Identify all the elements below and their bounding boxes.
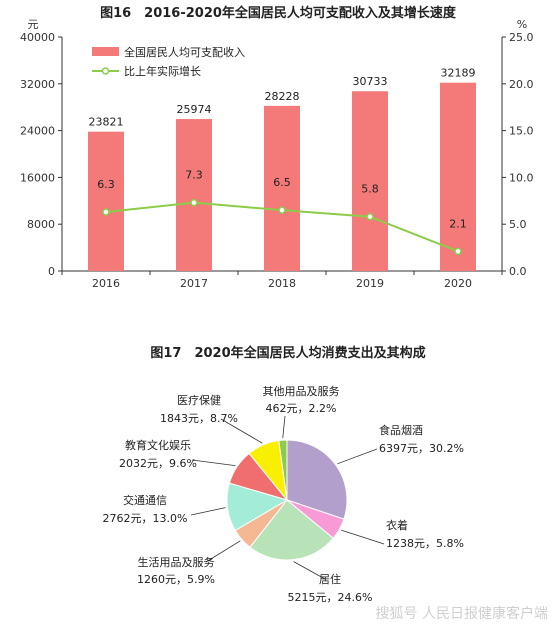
left-tick-label: 40000	[20, 31, 55, 44]
pie-leader-line	[282, 415, 286, 439]
legend-line-label: 比上年实际增长	[124, 64, 201, 78]
legend-line-marker	[101, 67, 110, 75]
pie-slice	[286, 439, 348, 520]
right-tick-label: 5.0	[509, 218, 527, 231]
pie-slice-name: 居住	[319, 572, 341, 586]
pie-slice-name: 交通通信	[123, 493, 167, 507]
pie-leader-line	[205, 540, 241, 563]
income-chart-axes: 0 8000 16000 24000 32000 40000 0.0 5.0 10.0 15.0 2…	[20, 31, 534, 278]
income-bar	[264, 105, 300, 271]
consumption-pie-labels: 食品烟酒 6397元，30.2% 衣着 1238元，5.8% 居住 5215元，24.6%…	[103, 385, 464, 604]
pie-slice-value: 1238元，5.8%	[386, 537, 464, 550]
income-bar-label: 25974	[177, 103, 212, 116]
income-bar	[176, 119, 212, 272]
consumption-chart-title: 图17 2020年全国居民人均消费支出及其构成	[150, 345, 425, 361]
pie-leader-line	[293, 561, 326, 580]
income-bar-label: 28228	[265, 90, 300, 103]
growth-point	[102, 208, 110, 216]
x-tick-label: 2018	[268, 277, 296, 290]
income-bar	[352, 91, 388, 272]
growth-point	[278, 206, 286, 214]
pie-slice-name: 医疗保健	[177, 393, 221, 407]
pie-slice-value: 2762元，13.0%	[103, 512, 188, 525]
left-tick-label: 24000	[20, 125, 55, 138]
right-tick-label: 25.0	[509, 31, 534, 44]
right-tick-label: 15.0	[509, 125, 534, 138]
pie-slice-value: 1260元，5.9%	[137, 573, 215, 586]
growth-point	[190, 198, 198, 207]
pie-slice	[249, 499, 334, 561]
pie-slice-value: 462元，2.2%	[266, 402, 337, 415]
pie-slice-name: 生活用品及服务	[138, 555, 215, 569]
pie-slice-value: 5215元，24.6%	[288, 591, 373, 604]
growth-point-label: 7.3	[185, 169, 203, 182]
pie-slice-value: 6397元，30.2%	[379, 442, 464, 455]
income-chart-title: 图16 2016-2020年全国居民人均可支配收入及其增长速度	[100, 5, 457, 21]
growth-point-label: 5.8	[361, 183, 379, 196]
x-tick-label: 2017	[180, 277, 208, 290]
pie-slice-value: 2032元，9.6%	[119, 457, 197, 470]
left-tick-label: 8000	[27, 218, 55, 231]
right-axis-unit: %	[517, 18, 527, 31]
consumption-chart: 图17 2020年全国居民人均消费支出及其构成 食品烟酒 6397元，30.2% 衣…	[103, 345, 548, 622]
income-bar-label: 23821	[89, 116, 124, 129]
legend-bar-swatch	[92, 47, 119, 56]
income-chart: 图16 2016-2020年全国居民人均可支配收入及其增长速度 元 % 0 800…	[20, 5, 534, 290]
growth-point-label: 6.5	[273, 176, 291, 189]
left-tick-label: 16000	[20, 171, 55, 184]
pie-slice-name: 食品烟酒	[379, 423, 423, 437]
x-tick-label: 2019	[356, 277, 384, 290]
right-tick-label: 20.0	[509, 78, 534, 91]
pie-slice-name: 其他用品及服务	[263, 385, 340, 398]
income-bar-label: 32189	[441, 67, 476, 80]
income-bar-label: 30733	[353, 75, 388, 88]
left-tick-label: 32000	[20, 78, 55, 91]
watermark: 搜狐号 人民日报健康客户端	[376, 605, 548, 622]
pie-slice	[278, 439, 288, 501]
growth-line: 6.3 7.3 6.5 5.8 2.1	[97, 169, 467, 256]
growth-point	[454, 247, 462, 256]
legend-bar-label: 全国居民人均可支配收入	[124, 45, 245, 59]
pie-slice-name: 教育文化娱乐	[125, 438, 191, 452]
pie-leader-line	[190, 507, 226, 516]
left-axis-unit: 元	[28, 18, 39, 31]
pie-slice-value: 1843元，8.7%	[160, 412, 238, 425]
left-tick-label: 0	[48, 265, 55, 278]
pie-leader-line	[220, 418, 263, 444]
growth-point-label: 6.3	[97, 178, 115, 191]
right-tick-label: 10.0	[509, 171, 534, 184]
x-tick-label: 2016	[92, 277, 120, 290]
growth-point	[366, 212, 374, 221]
pie-leader-line	[337, 448, 378, 465]
x-tick-label: 2020	[444, 277, 472, 290]
consumption-pie	[226, 439, 348, 561]
income-bars: 23821 25974 28228 30733 32189	[88, 67, 476, 272]
pie-leader-line	[341, 529, 385, 545]
x-axis-ticks: 2016 2017 2018 2019 2020	[92, 277, 472, 290]
growth-point-label: 2.1	[449, 217, 467, 230]
income-bar	[88, 131, 124, 271]
right-tick-label: 0.0	[509, 265, 527, 278]
pie-leader-line	[191, 459, 236, 467]
income-bar	[440, 82, 476, 271]
pie-slice-name: 衣着	[386, 518, 408, 532]
